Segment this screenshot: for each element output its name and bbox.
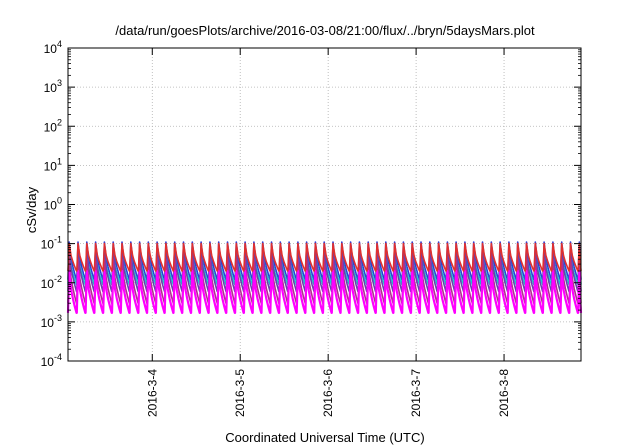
x-tick-label: 2016-3-5	[233, 369, 247, 417]
y-tick-label: 100	[44, 196, 62, 213]
y-tick-label: 103	[44, 78, 62, 95]
y-tick-label: 104	[44, 39, 62, 56]
y-tick-label: 101	[44, 156, 62, 173]
x-tick-label: 2016-3-4	[145, 369, 159, 417]
series-line	[66, 269, 583, 314]
plot-frame	[67, 47, 582, 362]
y-tick-label: 10-2	[41, 274, 62, 291]
y-tick-label: 10-1	[41, 235, 62, 252]
y-tick-label: 10-3	[41, 313, 62, 330]
y-axis-label: cSv/day	[24, 186, 39, 233]
x-axis-label: Coordinated Universal Time (UTC)	[225, 430, 424, 445]
y-tick-group: 104 103 102 101 100 10-1 10-2 10-3 10-4	[41, 39, 581, 369]
grid-lines	[68, 48, 581, 361]
x-tick-label: 2016-3-6	[321, 369, 335, 417]
y-tick-label: 102	[44, 117, 62, 134]
y-tick-label: 10-4	[41, 352, 62, 369]
x-tick-group: 2016-3-4 2016-3-5 2016-3-6 2016-3-7 2016-3-8	[145, 48, 511, 417]
series-line	[67, 242, 582, 272]
x-tick-label: 2016-3-8	[497, 369, 511, 417]
series-group	[66, 241, 583, 314]
chart-title: /data/run/goesPlots/archive/2016-03-08/2…	[115, 23, 535, 38]
x-tick-label: 2016-3-7	[409, 369, 423, 417]
